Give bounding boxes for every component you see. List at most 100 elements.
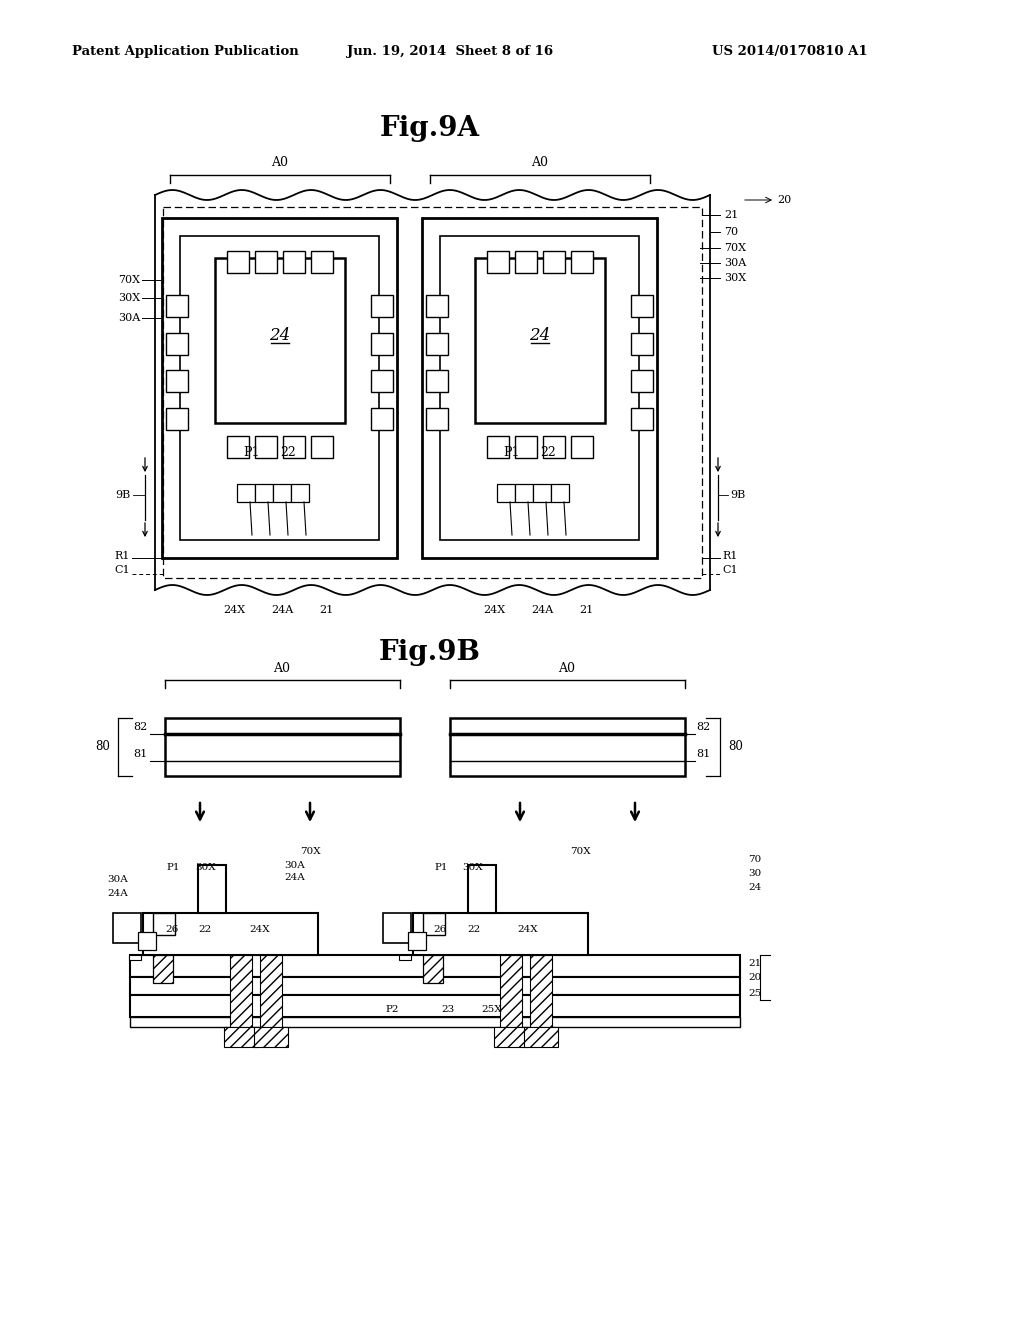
Bar [255, 436, 278, 458]
Text: 24A: 24A [271, 605, 293, 615]
Bar [631, 333, 653, 355]
Text: 25: 25 [748, 990, 761, 998]
Bar [113, 913, 141, 942]
Bar [530, 954, 552, 1027]
Bar [283, 251, 305, 273]
Bar [371, 370, 393, 392]
Text: A0: A0 [558, 661, 575, 675]
Text: 22: 22 [540, 446, 556, 458]
Bar [450, 718, 685, 776]
Bar [371, 333, 393, 355]
Bar [551, 484, 569, 502]
Text: 21: 21 [579, 605, 593, 615]
Bar [227, 251, 249, 273]
Text: P2: P2 [385, 1006, 398, 1015]
Bar [260, 954, 282, 1027]
Text: 24A: 24A [530, 605, 553, 615]
Text: P1: P1 [167, 863, 180, 873]
Bar [543, 251, 565, 273]
Bar [130, 995, 740, 1016]
Text: P1: P1 [244, 446, 260, 458]
Text: 24X: 24X [223, 605, 245, 615]
Bar [571, 251, 593, 273]
Text: P1: P1 [434, 863, 449, 873]
Text: A0: A0 [271, 157, 289, 169]
Bar [227, 436, 249, 458]
Bar [408, 932, 426, 950]
Text: 20: 20 [777, 195, 792, 205]
Bar [129, 954, 141, 960]
Bar [468, 865, 496, 913]
Text: 9B: 9B [115, 490, 130, 500]
Bar [371, 294, 393, 317]
Bar [138, 932, 156, 950]
Bar [166, 370, 188, 392]
Bar [255, 484, 273, 502]
Bar [153, 954, 173, 983]
Text: 30A: 30A [108, 875, 128, 884]
Bar [497, 484, 515, 502]
Text: 26: 26 [433, 925, 446, 935]
Text: 24A: 24A [108, 888, 128, 898]
Text: 70X: 70X [118, 275, 140, 285]
Text: 82: 82 [696, 722, 711, 733]
Text: 70X: 70X [724, 243, 746, 253]
Text: 20: 20 [748, 974, 761, 982]
Text: 22: 22 [281, 446, 296, 458]
Text: 82: 82 [134, 722, 148, 733]
Text: 30A: 30A [118, 313, 140, 323]
Bar [255, 251, 278, 273]
Bar [524, 1027, 558, 1047]
Text: 30X: 30X [118, 293, 140, 304]
Bar [534, 484, 551, 502]
Text: Patent Application Publication: Patent Application Publication [72, 45, 298, 58]
Text: 81: 81 [134, 748, 148, 759]
Text: R1: R1 [722, 550, 737, 561]
Bar [130, 977, 740, 995]
Bar [166, 408, 188, 430]
Bar [426, 333, 449, 355]
Bar [311, 251, 333, 273]
Bar [423, 954, 443, 983]
Text: 22: 22 [467, 925, 480, 935]
Text: 21: 21 [724, 210, 738, 220]
Text: 22: 22 [199, 925, 212, 935]
Bar [515, 436, 537, 458]
Bar [311, 436, 333, 458]
Text: A0: A0 [273, 661, 291, 675]
Text: C1: C1 [722, 565, 737, 576]
Text: P1: P1 [504, 446, 520, 458]
Bar [273, 484, 291, 502]
Text: C1: C1 [115, 565, 130, 576]
Bar [143, 913, 318, 954]
Text: A0: A0 [531, 157, 549, 169]
Bar [515, 484, 534, 502]
Bar [515, 251, 537, 273]
Text: 30X: 30X [724, 273, 746, 282]
Text: 24: 24 [529, 326, 551, 343]
Text: 30A: 30A [724, 257, 746, 268]
Bar [130, 954, 740, 977]
Bar [494, 1027, 528, 1047]
Bar [162, 218, 397, 558]
Bar [571, 436, 593, 458]
Bar [475, 257, 605, 422]
Text: 70: 70 [748, 855, 761, 865]
Text: 21: 21 [748, 958, 761, 968]
Bar [166, 333, 188, 355]
Bar [130, 1016, 740, 1027]
Bar [413, 913, 588, 954]
Text: Jun. 19, 2014  Sheet 8 of 16: Jun. 19, 2014 Sheet 8 of 16 [347, 45, 553, 58]
Text: 24X: 24X [518, 925, 539, 935]
Text: 70X: 70X [300, 847, 321, 857]
Bar [153, 913, 175, 935]
Bar [487, 436, 509, 458]
Bar [230, 954, 252, 1027]
Text: 24X: 24X [483, 605, 505, 615]
Text: 70X: 70X [569, 847, 590, 857]
Text: 23: 23 [441, 1006, 455, 1015]
Bar [487, 251, 509, 273]
Text: 80: 80 [95, 741, 110, 754]
Bar [631, 294, 653, 317]
Text: 25X: 25X [481, 1006, 503, 1015]
